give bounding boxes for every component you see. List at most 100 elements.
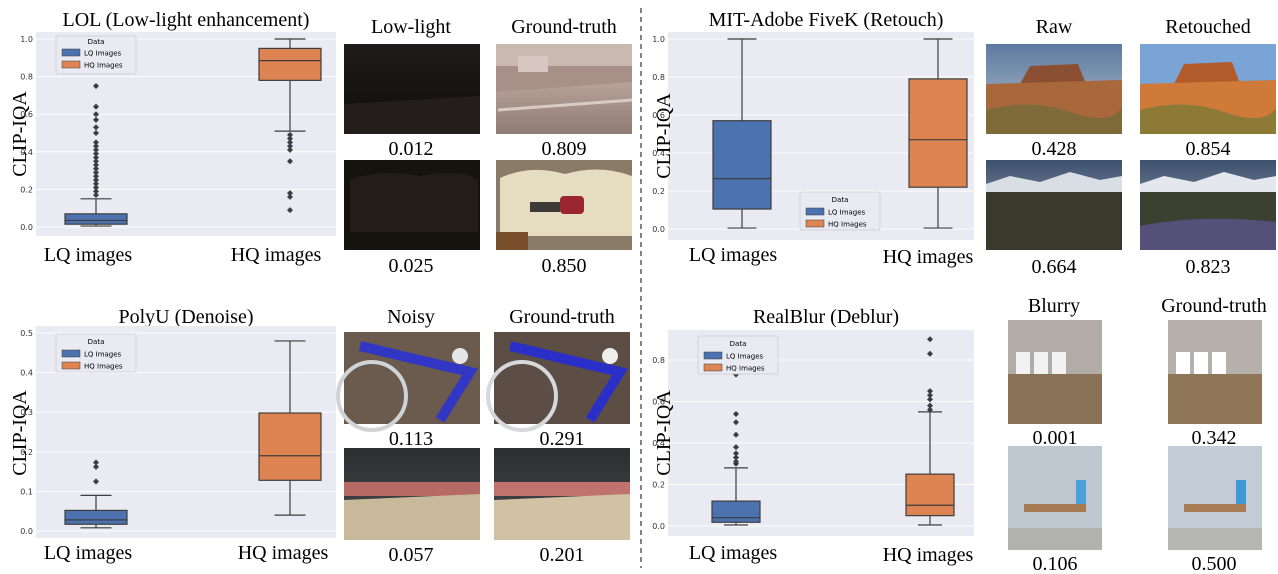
legend-title: Data [88, 38, 105, 46]
y-tick-label: 0.6 [652, 398, 665, 407]
x-label-lq: LQ images [44, 542, 133, 564]
x-label-hq: HQ images [231, 244, 322, 266]
x-label-hq: HQ images [883, 544, 974, 566]
outlier-point [287, 207, 293, 214]
legend-entry-hq: HQ Images [84, 363, 123, 371]
box-lq [64, 509, 128, 525]
outlier-point [93, 139, 99, 146]
outlier-point [733, 410, 739, 417]
outlier-point [287, 190, 293, 197]
thumb-blurry-yard [1008, 320, 1102, 424]
outlier-point [733, 419, 739, 426]
legend-swatch-hq [805, 219, 825, 228]
chart-title: LOL (Low-light enhancement) [63, 9, 310, 31]
column-header: Ground-truth [509, 306, 615, 328]
thumb-raw-field [986, 160, 1122, 250]
legend: Data LQ Images HQ Images [799, 191, 881, 231]
y-tick-label: 0.2 [20, 185, 33, 194]
outlier-point [93, 146, 99, 153]
column-header: Retouched [1165, 16, 1251, 38]
score: 0.106 [1033, 553, 1078, 574]
y-axis-label: CLIP-IQA [653, 93, 675, 179]
outlier-point [93, 463, 99, 470]
x-label-hq: HQ images [883, 246, 974, 268]
score: 0.291 [540, 428, 585, 450]
box-lq [712, 120, 772, 210]
y-tick-label: 0.6 [20, 110, 33, 119]
chart-title: RealBlur (Deblur) [753, 306, 899, 328]
legend-swatch-lq [703, 351, 723, 360]
y-tick-label: 0.2 [20, 448, 33, 457]
score: 0.428 [1032, 138, 1077, 160]
y-tick-label: 0.8 [652, 356, 665, 365]
image-panel-retouch: Raw Retouched 0.428 0.854 0.664 0.8 [986, 16, 1276, 278]
outlier-point [927, 396, 933, 403]
thumb-blurry-room [1008, 446, 1102, 550]
score: 0.113 [389, 428, 433, 450]
thumb-retouched-field [1140, 160, 1276, 250]
thumb-gt-bike [486, 332, 630, 432]
y-tick-label: 0.4 [652, 439, 665, 448]
legend-entry-hq: HQ Images [828, 221, 867, 229]
outlier-point [93, 150, 99, 157]
outlier-point [93, 161, 99, 168]
legend-swatch-lq [61, 349, 81, 358]
outlier-point [287, 143, 293, 150]
score: 0.342 [1192, 427, 1237, 449]
chart-title: MIT-Adobe FiveK (Retouch) [709, 9, 944, 31]
y-tick-label: 0.8 [20, 73, 33, 82]
outlier-point [93, 173, 99, 180]
outlier-point [93, 103, 99, 110]
outlier-point [927, 392, 933, 399]
x-label-lq: LQ images [44, 244, 133, 266]
thumb-gt-sofa [496, 160, 632, 250]
outlier-point [287, 139, 293, 146]
outlier-point [93, 478, 99, 485]
score: 0.500 [1192, 553, 1237, 574]
y-tick-label: 0.8 [652, 73, 665, 82]
y-tick-label: 0.4 [20, 148, 33, 157]
outlier-point [287, 193, 293, 200]
outlier-point [93, 83, 99, 89]
boxes [712, 38, 968, 229]
boxes [711, 336, 955, 526]
y-tick-label: 0.6 [652, 111, 665, 120]
thumb-gt-room [1168, 446, 1262, 550]
score: 0.664 [1032, 256, 1077, 278]
outlier-point [733, 450, 739, 457]
outlier-point [733, 444, 739, 451]
thumb-gt-yard [1168, 320, 1262, 424]
legend-entry-hq: HQ Images [726, 365, 765, 373]
column-header: Noisy [387, 306, 435, 328]
score: 0.809 [542, 138, 587, 160]
legend: Data LQ Images HQ Images [55, 35, 137, 75]
thumb-gt-classroom [494, 448, 630, 540]
score: 0.057 [389, 544, 434, 566]
column-header: Blurry [1028, 295, 1080, 317]
legend-swatch-lq [805, 207, 825, 216]
outlier-point [93, 192, 99, 199]
legend-entry-hq: HQ Images [84, 62, 123, 70]
outlier-point [93, 111, 99, 118]
x-label-lq: LQ images [689, 244, 778, 266]
legend-entry-lq: LQ Images [84, 50, 122, 58]
outlier-point [93, 188, 99, 195]
chart-fivek: MIT-Adobe FiveK (Retouch) 0.0 0.2 0.4 0.6 0.… [652, 9, 974, 268]
y-tick-label: 0.4 [652, 149, 665, 158]
score: 0.850 [542, 255, 587, 277]
legend-swatch-hq [703, 363, 723, 372]
column-header: Ground-truth [511, 16, 617, 38]
legend-entry-lq: LQ Images [828, 209, 866, 217]
y-axis-label: CLIP-IQA [9, 390, 31, 476]
box-hq [905, 473, 955, 517]
box-hq [908, 78, 968, 188]
outlier-point [93, 169, 99, 176]
thumb-noisy-classroom [344, 448, 480, 540]
y-tick-label: 1.0 [652, 35, 665, 44]
chart-realblur: RealBlur (Deblur) 0.0 0.2 0.4 0.6 0.8 CLIP-I… [652, 306, 974, 566]
score: 0.854 [1186, 138, 1231, 160]
outlier-point [93, 158, 99, 165]
boxes [64, 340, 322, 529]
outlier-point [93, 165, 99, 172]
